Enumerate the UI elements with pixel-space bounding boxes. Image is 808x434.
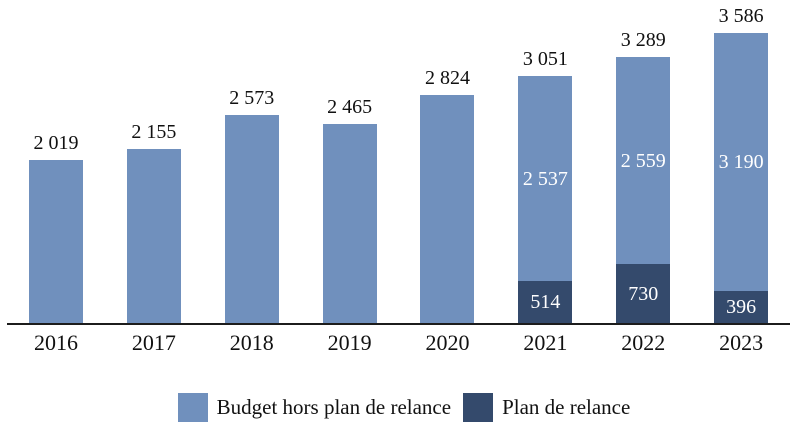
- bar-total-label: 2 824: [424, 67, 470, 89]
- bar-segment: 396: [714, 291, 769, 323]
- x-axis-labels: 2016 2017 2018 2019 2020 2021 2022 2023: [7, 330, 790, 356]
- bar-column: 2 155: [105, 0, 203, 323]
- bar-segment: 730: [616, 264, 671, 323]
- legend-item-plan-de-relance: Plan de relance: [463, 393, 630, 422]
- bar-total-label: 2 465: [327, 96, 373, 118]
- x-axis-tick-label: 2017: [131, 330, 176, 355]
- x-axis-tick-label: 2018: [229, 330, 274, 355]
- legend-swatch-budget-hors-plan: [177, 393, 208, 422]
- x-axis-tick-label: 2020: [425, 330, 470, 355]
- bar-total-label: 3 586: [718, 5, 764, 27]
- bar-segment: [224, 115, 279, 323]
- bar-column: 2 019: [7, 0, 105, 323]
- plot-area: 2 019 2 155 2 573 2 465 2 824 3 051 2 537 514 3 …: [7, 0, 790, 325]
- x-axis-tick-label: 2022: [621, 330, 666, 355]
- bar-segment: [420, 95, 475, 323]
- bar-total-label: 2 573: [229, 87, 275, 109]
- bar-segment: [28, 160, 83, 323]
- legend: Budget hors plan de relance Plan de rela…: [0, 393, 808, 422]
- x-axis-tick-label: 2021: [523, 330, 568, 355]
- bar-column: 2 573: [203, 0, 301, 323]
- bar-segment: [126, 149, 181, 323]
- bar-total-label: 2 155: [131, 121, 177, 143]
- x-axis-tick-label: 2016: [33, 330, 78, 355]
- bar-column: 2 824: [399, 0, 497, 323]
- bar-total-label: 2 019: [33, 132, 79, 154]
- legend-swatch-plan-de-relance: [463, 393, 494, 422]
- bar-total-label: 3 289: [620, 29, 666, 51]
- bar-column: 3 051 2 537 514: [496, 0, 594, 323]
- x-axis-tick-label: 2023: [719, 330, 764, 355]
- bar-column: 3 586 3 190 396: [692, 0, 790, 323]
- bar-segment: 3 190: [714, 33, 769, 291]
- bar-segment: 514: [518, 281, 573, 323]
- bar-segment: 2 559: [616, 57, 671, 264]
- bar-segment: 2 537: [518, 76, 573, 281]
- legend-label: Budget hors plan de relance: [216, 395, 452, 419]
- bar-segment: [322, 124, 377, 323]
- bar-column: 2 465: [301, 0, 399, 323]
- bar-column: 3 289 2 559 730: [594, 0, 692, 323]
- legend-item-budget-hors-plan: Budget hors plan de relance: [177, 393, 452, 422]
- bar-total-label: 3 051: [522, 48, 568, 70]
- legend-label: Plan de relance: [502, 395, 631, 419]
- x-axis-tick-label: 2019: [327, 330, 372, 355]
